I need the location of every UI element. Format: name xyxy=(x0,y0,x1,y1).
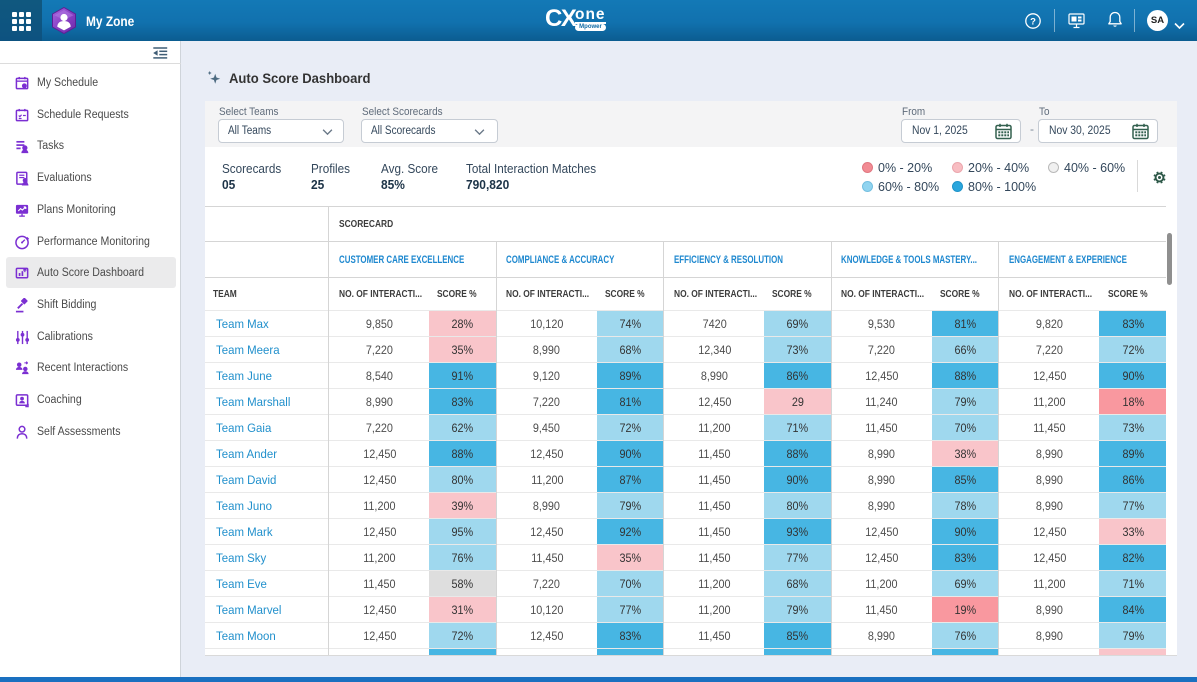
svg-text:?: ? xyxy=(1030,16,1036,27)
